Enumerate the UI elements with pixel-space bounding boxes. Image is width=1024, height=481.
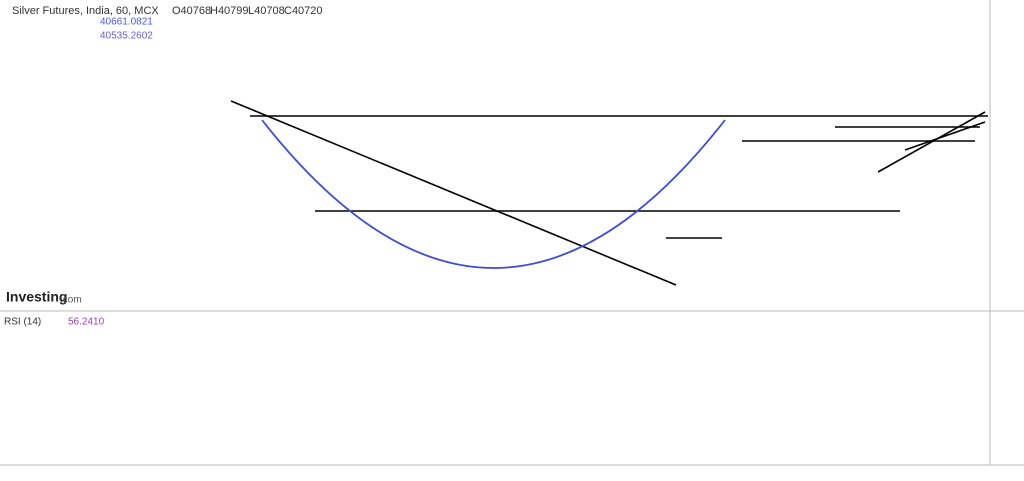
rsi-current: 56.2410 bbox=[68, 317, 105, 328]
trend-line bbox=[904, 121, 986, 151]
cup-curve bbox=[261, 119, 726, 269]
chart-title: Silver Futures, India, 60, MCX bbox=[12, 5, 159, 17]
ohlc-low: L40708 bbox=[248, 5, 285, 17]
ohlc-open: O40768 bbox=[172, 5, 211, 17]
trend-line bbox=[877, 111, 986, 173]
legend-ma1: 40661.0821 bbox=[100, 17, 153, 28]
watermark: Investing bbox=[6, 289, 67, 305]
legend-ma2: 40535.2602 bbox=[100, 31, 153, 42]
ohlc-close: C40720 bbox=[284, 5, 323, 17]
trend-line bbox=[230, 100, 677, 286]
ohlc-high: H40799 bbox=[210, 5, 249, 17]
rsi-title: RSI (14) bbox=[4, 317, 41, 328]
drawings bbox=[230, 100, 988, 286]
watermark-suffix: .com bbox=[60, 295, 82, 306]
